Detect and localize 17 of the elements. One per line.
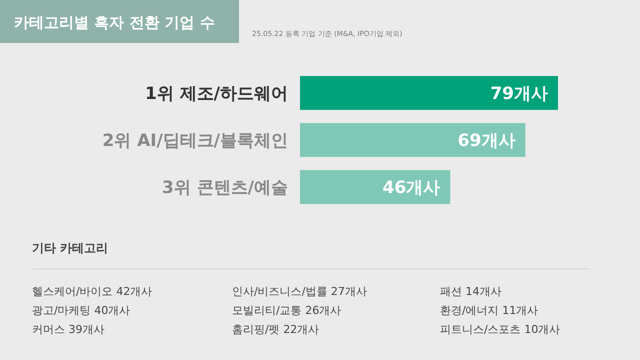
y-tick-label: 1위 제조/하드웨어 — [145, 84, 288, 104]
text: 환경/에너지 11개사 — [440, 304, 538, 317]
text: 광고/마케팅 40개사 — [32, 304, 130, 317]
y-tick-label: 3위 콘텐츠/예술 — [162, 178, 288, 198]
text: 커머스 39개사 — [32, 323, 104, 336]
text: 홈리핑/펫 22개사 — [232, 323, 320, 336]
text: 패션 14개사 — [440, 285, 502, 298]
text: 기타 카테고리 — [32, 241, 108, 255]
text: 헬스케어/바이오 42개사 — [32, 285, 152, 298]
data-label: 79개사 — [490, 84, 548, 104]
text: 피트니스/스포츠 10개사 — [440, 323, 560, 336]
text: 인사/비즈니스/법률 27개사 — [232, 285, 367, 298]
data-label: 46개사 — [382, 178, 440, 198]
text: 모빌리티/교통 26개사 — [232, 304, 342, 317]
y-tick-label: 2위 AI/딥테크/블록체인 — [102, 130, 288, 151]
text: 카테고리별 흑자 전환 기업 수 — [14, 13, 215, 32]
data-label: 69개사 — [458, 130, 516, 151]
